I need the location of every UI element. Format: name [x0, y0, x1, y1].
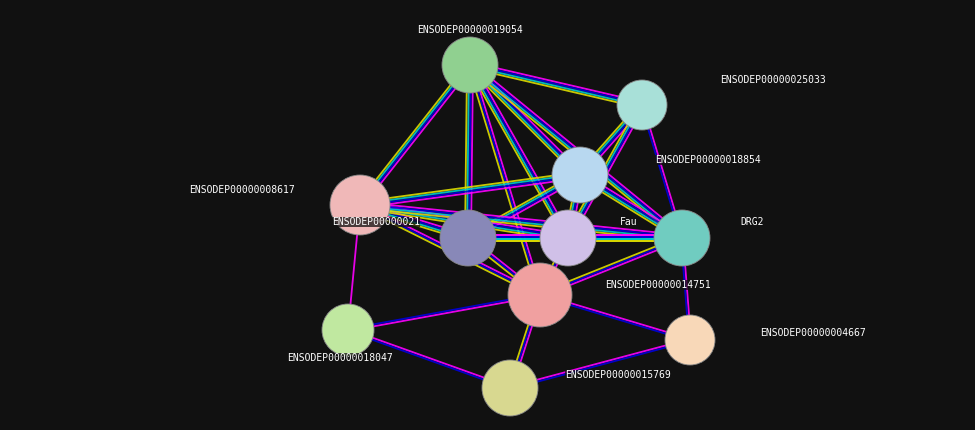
Text: ENSODEP00000014751: ENSODEP00000014751	[605, 280, 711, 290]
Text: ENSODEP00000015769: ENSODEP00000015769	[565, 370, 671, 380]
Circle shape	[442, 37, 498, 93]
Circle shape	[508, 263, 572, 327]
Circle shape	[322, 304, 374, 356]
Text: ENSODEP00000018047: ENSODEP00000018047	[287, 353, 393, 363]
Circle shape	[617, 80, 667, 130]
Text: ENSODEP00000018854: ENSODEP00000018854	[655, 155, 760, 165]
Text: ENSODEP00000004667: ENSODEP00000004667	[760, 328, 866, 338]
Circle shape	[540, 210, 596, 266]
Text: ENSODEP00000021: ENSODEP00000021	[332, 217, 420, 227]
Text: Fau: Fau	[620, 217, 638, 227]
Text: DRG2: DRG2	[740, 217, 763, 227]
Text: ENSODEP00000008617: ENSODEP00000008617	[189, 185, 295, 195]
Circle shape	[482, 360, 538, 416]
Circle shape	[330, 175, 390, 235]
Circle shape	[440, 210, 496, 266]
Circle shape	[665, 315, 715, 365]
Circle shape	[654, 210, 710, 266]
Text: ENSODEP00000025033: ENSODEP00000025033	[720, 75, 826, 85]
Text: ENSODEP00000019054: ENSODEP00000019054	[417, 25, 523, 35]
Circle shape	[552, 147, 608, 203]
